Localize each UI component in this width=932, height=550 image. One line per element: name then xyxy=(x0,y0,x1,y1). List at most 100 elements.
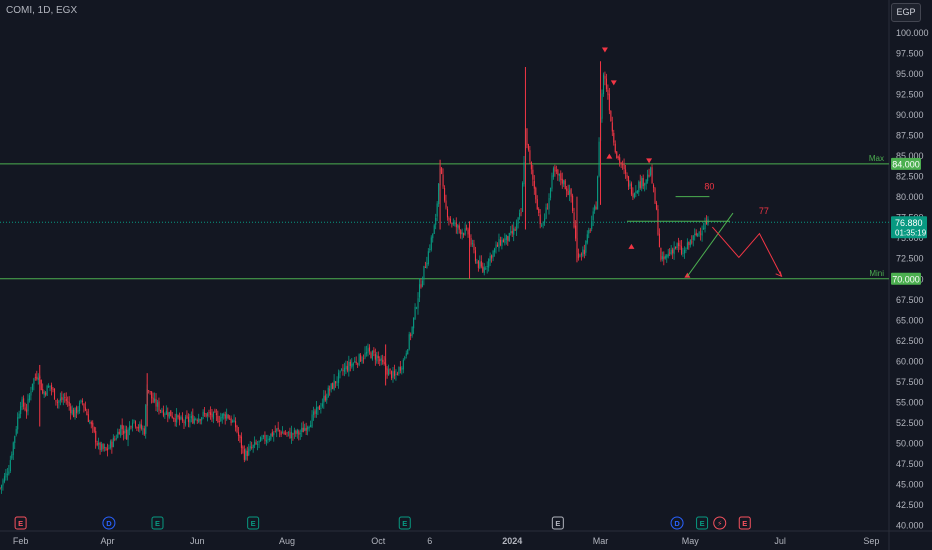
candle-body xyxy=(548,198,550,209)
candle-body xyxy=(445,200,447,208)
candle-body xyxy=(504,238,506,244)
candle-body xyxy=(56,402,59,403)
candle-body xyxy=(533,181,535,189)
candle-body xyxy=(37,377,39,381)
candle-body xyxy=(399,366,401,371)
candle-body xyxy=(436,203,438,217)
target-annotation: 80 xyxy=(704,181,714,191)
candle-body xyxy=(477,260,479,268)
candle-body xyxy=(48,385,50,388)
earnings-event-icon[interactable] xyxy=(398,516,411,530)
candle-body xyxy=(426,262,428,269)
earnings-event-icon[interactable] xyxy=(151,516,164,530)
candle-body xyxy=(604,76,606,79)
candle-body xyxy=(675,246,677,249)
candle-body xyxy=(377,356,379,359)
currency-button[interactable]: EGP xyxy=(891,3,921,22)
earnings-event-icon[interactable] xyxy=(738,516,751,530)
candle-body xyxy=(396,373,399,375)
candle-body xyxy=(542,223,544,225)
candle-body xyxy=(517,217,519,224)
candle-body xyxy=(467,229,469,235)
candle-body xyxy=(217,415,219,423)
candle-body xyxy=(383,361,385,365)
candle-body xyxy=(8,471,10,475)
candle-body xyxy=(404,357,406,359)
candle-body xyxy=(407,349,409,355)
candle-body xyxy=(95,430,97,443)
candle-body xyxy=(179,416,181,421)
price-axis[interactable]: 40.000 42.500 45.000 47.500 50.000 52.500 55.0… xyxy=(896,28,929,531)
price-tick-label: 42.500 xyxy=(896,500,924,510)
candle-body xyxy=(3,476,6,482)
price-tick-label: 40.000 xyxy=(896,521,924,531)
earnings-event-icon[interactable] xyxy=(696,516,709,530)
dividend-event-icon[interactable] xyxy=(102,516,116,530)
candle-body xyxy=(167,412,169,417)
candle-body xyxy=(161,411,163,413)
price-tick-label: 95.000 xyxy=(896,69,924,79)
candle-body xyxy=(124,429,126,434)
candle-body xyxy=(597,176,599,210)
split-event-icon[interactable] xyxy=(713,516,727,530)
candle-body xyxy=(522,183,524,213)
candle-body xyxy=(53,388,56,400)
candle-body xyxy=(605,78,608,90)
candle-body xyxy=(173,417,175,419)
candle-body xyxy=(476,262,478,263)
candle-body xyxy=(376,355,378,362)
candle-body xyxy=(586,234,588,243)
candle-body xyxy=(471,243,474,244)
candle-body xyxy=(25,409,28,413)
candle-body xyxy=(585,241,587,253)
candle-body xyxy=(127,429,129,440)
candle-body xyxy=(73,409,75,418)
candle-body xyxy=(145,405,147,434)
candle-body xyxy=(24,407,26,411)
candle-body xyxy=(274,431,276,433)
candle-body xyxy=(563,180,565,185)
candle-body xyxy=(154,398,156,402)
time-axis[interactable]: Feb Apr Jun Aug Oct 6 2024 Mar May Jul Sep xyxy=(13,536,879,546)
candle-body xyxy=(367,348,369,353)
earnings-event-icon[interactable] xyxy=(551,516,564,530)
candle-body xyxy=(527,144,529,150)
dividend-event-icon[interactable] xyxy=(670,516,684,530)
candle-body xyxy=(626,175,628,178)
candle-body xyxy=(229,419,231,420)
candle-body xyxy=(686,242,688,250)
earnings-event-icon[interactable] xyxy=(247,516,260,530)
event-letter: E xyxy=(402,519,407,528)
candle-body xyxy=(511,230,513,234)
candle-body xyxy=(373,350,375,353)
drawings-layer: 80 77 xyxy=(601,47,783,278)
candle-body xyxy=(123,430,125,434)
candle-body xyxy=(335,381,337,384)
event-letter: E xyxy=(18,519,23,528)
candle-body xyxy=(282,432,284,434)
candle-body xyxy=(544,218,546,223)
price-tick-label: 62.500 xyxy=(896,336,924,346)
price-tick-label: 60.000 xyxy=(896,356,924,366)
candle-body xyxy=(195,419,197,420)
candle-body xyxy=(245,450,247,460)
candle-body xyxy=(488,259,490,268)
candle-body xyxy=(391,371,393,379)
candle-body xyxy=(644,183,646,186)
candle-body xyxy=(392,371,394,378)
candle-body xyxy=(249,446,251,449)
candle-body xyxy=(109,441,111,449)
candle-body xyxy=(496,244,499,247)
candle-body xyxy=(552,168,555,177)
candle-body xyxy=(653,184,655,188)
candle-body xyxy=(236,425,238,432)
earnings-event-icon[interactable] xyxy=(14,516,27,530)
candle-body xyxy=(635,191,637,194)
candle-body xyxy=(670,249,672,255)
events-layer[interactable]: E D E E E E D E E ⚡ xyxy=(14,516,751,530)
candle-body xyxy=(111,441,113,448)
candle-body xyxy=(623,163,625,170)
candle-body xyxy=(292,433,294,435)
candle-body xyxy=(613,132,615,143)
